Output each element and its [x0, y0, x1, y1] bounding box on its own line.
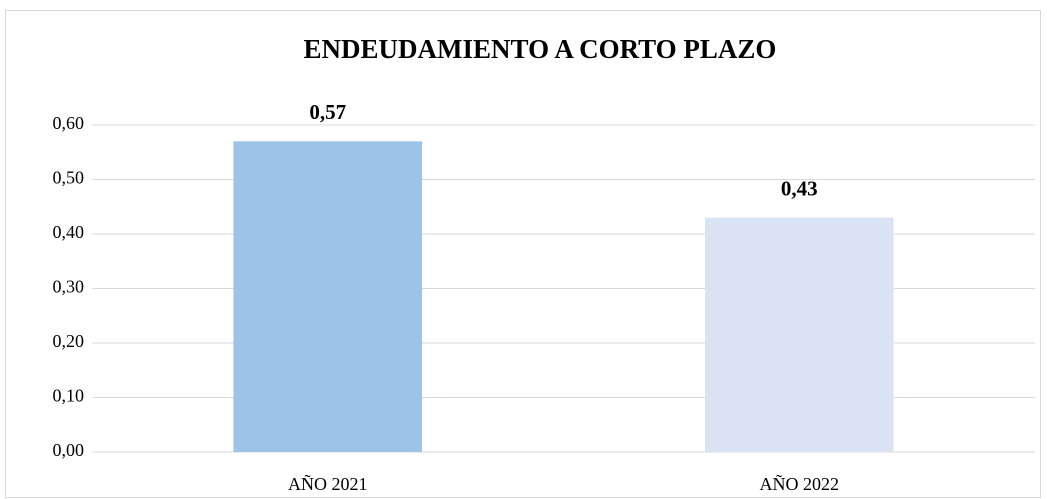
chart-title: ENDEUDAMIENTO A CORTO PLAZO: [304, 34, 777, 64]
data-label: 0,57: [309, 100, 346, 124]
x-tick-label: AÑO 2021: [288, 473, 368, 494]
y-tick-label: 0,40: [53, 222, 85, 242]
y-tick-label: 0,20: [53, 331, 85, 351]
y-tick-label: 0,50: [53, 168, 85, 188]
bar: [704, 217, 894, 452]
y-tick-label: 0,00: [53, 440, 85, 460]
y-tick-label: 0,60: [53, 113, 85, 133]
y-tick-label: 0,10: [53, 386, 85, 406]
bar: [233, 141, 423, 452]
data-label: 0,43: [781, 176, 818, 200]
y-tick-label: 0,30: [53, 277, 85, 297]
x-tick-label: AÑO 2022: [760, 473, 840, 494]
